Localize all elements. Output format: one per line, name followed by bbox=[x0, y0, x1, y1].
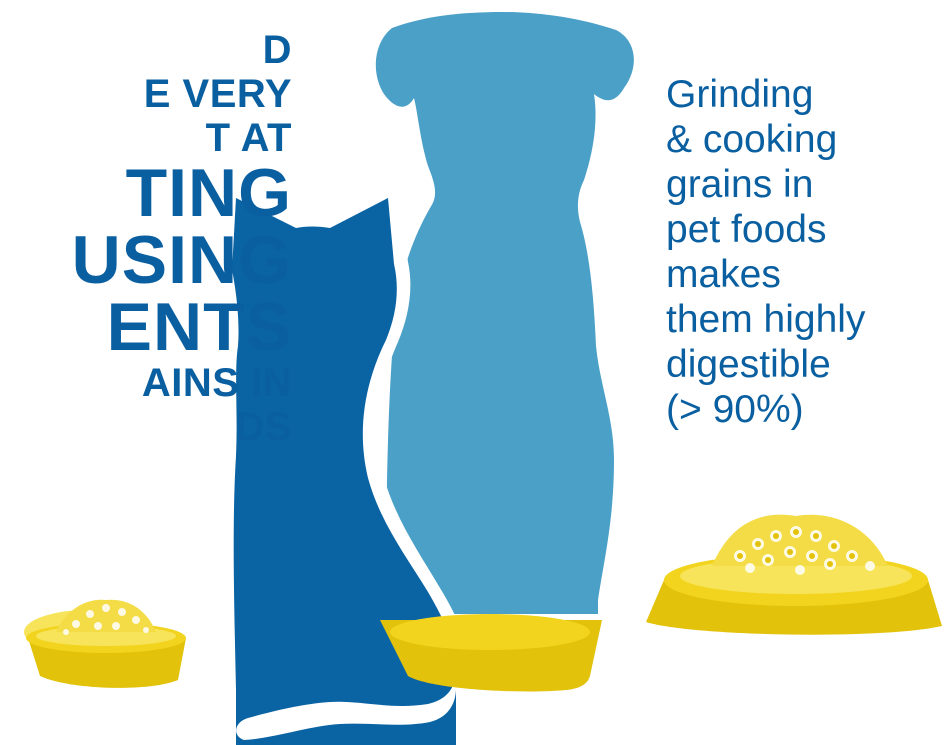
cat-silhouette bbox=[232, 198, 457, 745]
digestibility-caption: Grinding & cooking grains in pet foods m… bbox=[666, 72, 936, 432]
large-food-bowl bbox=[646, 514, 942, 635]
headline-line: D bbox=[262, 28, 292, 72]
headline-emphasis-line: TING bbox=[125, 155, 292, 231]
headline-line: E VERY bbox=[143, 72, 292, 116]
caption-line: them highly bbox=[666, 298, 866, 341]
caption-line: digestible bbox=[666, 343, 831, 386]
small-food-bowl bbox=[380, 614, 602, 692]
caption-line: & cooking bbox=[666, 118, 838, 161]
caption-line: grains in bbox=[666, 163, 814, 206]
caption-line: (> 90%) bbox=[666, 388, 804, 431]
small-food-bowl-left bbox=[26, 599, 186, 688]
headline-line: T AT bbox=[205, 116, 292, 160]
headline-line: DS bbox=[235, 405, 292, 449]
headline: D E VERY T AT TING USING ENTS AINS IN DS bbox=[0, 28, 292, 449]
headline-line: AINS IN bbox=[141, 361, 292, 405]
headline-emphasis-line: USING bbox=[71, 222, 292, 298]
caption-line: makes bbox=[666, 253, 781, 296]
headline-emphasis-line: ENTS bbox=[106, 289, 292, 365]
caption-line: pet foods bbox=[666, 208, 827, 251]
caption-line: Grinding bbox=[666, 73, 814, 116]
dog-silhouette bbox=[375, 12, 634, 614]
